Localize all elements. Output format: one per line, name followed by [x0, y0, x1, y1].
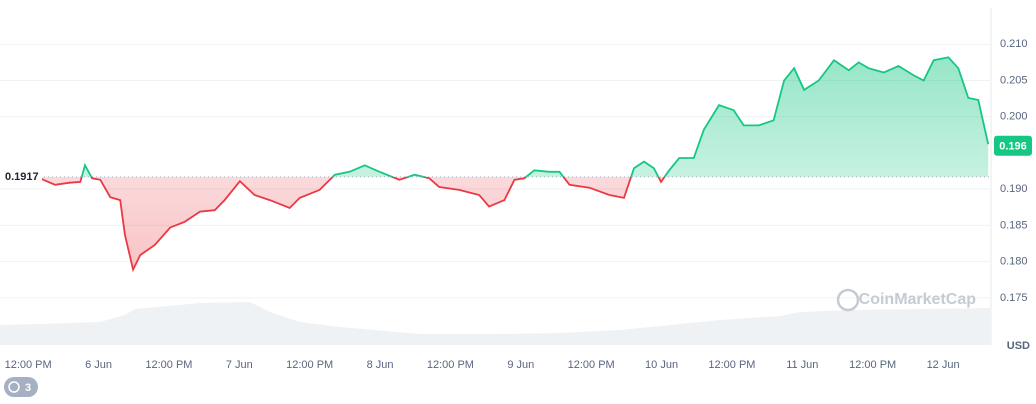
x-tick-label: 6 Jun	[85, 359, 112, 371]
x-tick-label: 12:00 PM	[849, 359, 896, 371]
y-tick-label: 0.180	[1000, 256, 1028, 268]
x-tick-label: 11 Jun	[786, 359, 818, 371]
price-badge	[994, 135, 1032, 156]
price-line-up	[80, 56, 990, 177]
watermark-logo	[836, 288, 860, 312]
y-tick-label: 0.175	[1000, 292, 1028, 304]
x-tick-label: 10 Jun	[645, 359, 678, 371]
x-tick-label: 12:00 PM	[145, 359, 192, 371]
x-tick-label: 12:00 PM	[708, 359, 755, 371]
x-tick-label: 12 Jun	[927, 359, 960, 371]
x-tick-label: 12:00 PM	[286, 359, 333, 371]
x-tick-label: 12:00 PM	[427, 359, 474, 371]
watermark: CoinMarketCap	[859, 291, 977, 308]
area-down	[39, 176, 665, 270]
price-badge-label: 0.196	[999, 141, 1027, 153]
y-tick-label: 0.210	[1000, 38, 1028, 50]
y-unit: USD	[1007, 340, 1030, 352]
x-tick-label: 12:00 PM	[568, 359, 615, 371]
y-tick-label: 0.200	[1000, 111, 1028, 123]
y-tick-label: 0.205	[1000, 74, 1028, 86]
history-count: 3	[25, 382, 31, 394]
area-up	[39, 57, 989, 177]
y-tick-label: 0.190	[1000, 183, 1028, 195]
volume-area	[0, 302, 990, 345]
x-tick-label: 9 Jun	[507, 359, 534, 371]
baseline-label-bg	[0, 168, 42, 185]
y-tick-label: 0.185	[1000, 219, 1028, 231]
x-tick-label: 8 Jun	[367, 359, 394, 371]
history-icon	[8, 381, 20, 393]
price-line-down	[39, 176, 666, 273]
baseline-label: 0.1917	[5, 171, 39, 183]
x-tick-label: 12:00 PM	[5, 359, 52, 371]
x-tick-label: 7 Jun	[226, 359, 253, 371]
